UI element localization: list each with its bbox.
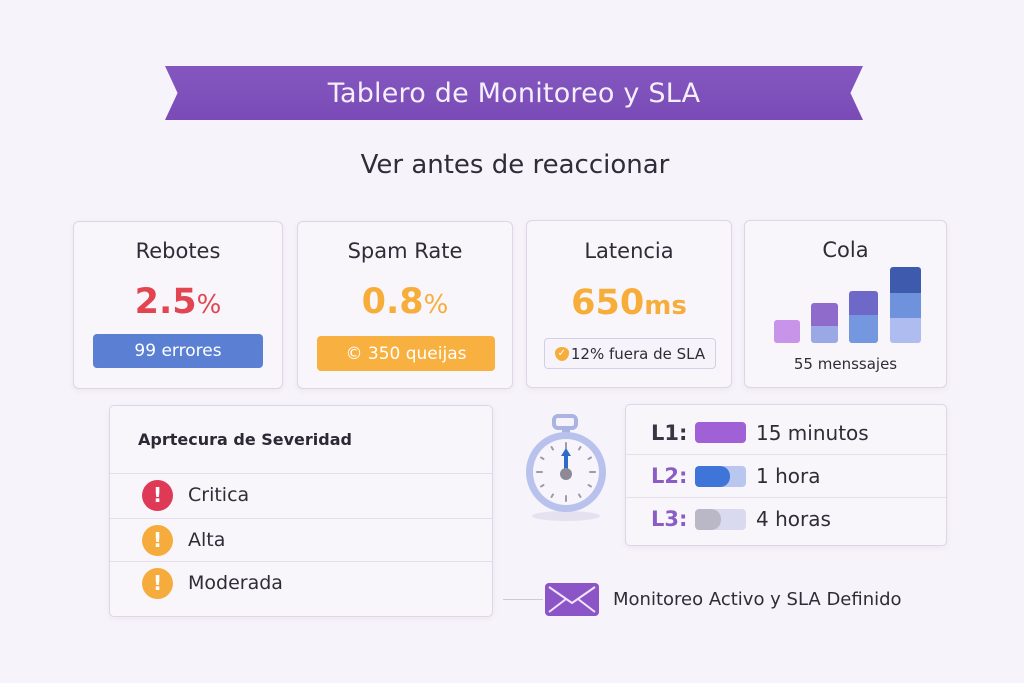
errors-badge: 99 errores (93, 334, 263, 368)
severity-item-alta: ! Alta (110, 518, 492, 561)
exclamation-icon: ! (142, 524, 173, 556)
sla-row-l3: L3: 4 horas (626, 497, 946, 540)
complaints-badge: © 350 queijas (317, 336, 495, 371)
severity-heading: Aprtecura de Severidad (138, 430, 352, 449)
stopwatch-icon (526, 414, 606, 521)
queue-bar (774, 320, 800, 343)
sla-row-l2: L2: 1 hora (626, 454, 946, 497)
sla-row-l1: L1: 15 minutos (651, 420, 869, 445)
sla-breach-badge: ✓ 12% fuera de SLA (544, 338, 716, 369)
kpi-title: Latencia (584, 239, 674, 263)
exclamation-icon: ! (142, 479, 173, 511)
page-title: Tablero de Monitoreo y SLA (327, 77, 701, 109)
severity-panel: Aprtecura de Severidad ! Critica ! Alta … (109, 405, 493, 617)
check-shield-icon: ✓ (554, 346, 569, 361)
kpi-card-cola: Cola 55 menssajes (744, 220, 947, 388)
kpi-title: Rebotes (135, 239, 221, 263)
queue-bar (890, 267, 921, 343)
sla-progress-bar (695, 508, 746, 530)
title-banner: Tablero de Monitoreo y SLA (165, 66, 863, 120)
kpi-value: 650ms (571, 283, 687, 323)
severity-item-moderada: ! Moderada (110, 561, 492, 604)
kpi-value: 2.5% (134, 282, 222, 322)
envelope-icon (545, 583, 599, 616)
connector-line (503, 599, 543, 600)
severity-item-critica: ! Critica (110, 473, 492, 516)
kpi-title: Cola (822, 238, 869, 262)
kpi-title: Spam Rate (347, 239, 463, 263)
page-subtitle: Ver antes de reaccionar (360, 150, 670, 180)
kpi-value: 0.8% (361, 282, 449, 322)
queue-caption: 55 menssajes (793, 355, 898, 373)
exclamation-icon: ! (142, 567, 173, 599)
kpi-card-spam-rate: Spam Rate 0.8% © 350 queijas (297, 221, 513, 389)
status-footer: Monitoreo Activo y SLA Definido (503, 583, 902, 616)
kpi-card-rebotes: Rebotes 2.5% 99 errores (73, 221, 283, 389)
sla-panel: L1: 15 minutos L2: 1 hora L3: 4 horas (625, 404, 947, 546)
kpi-card-latencia: Latencia 650ms ✓ 12% fuera de SLA (526, 220, 732, 388)
sla-progress-bar (695, 465, 746, 487)
sla-progress-bar (695, 422, 746, 443)
queue-bar (811, 303, 838, 343)
queue-bar (849, 291, 878, 343)
